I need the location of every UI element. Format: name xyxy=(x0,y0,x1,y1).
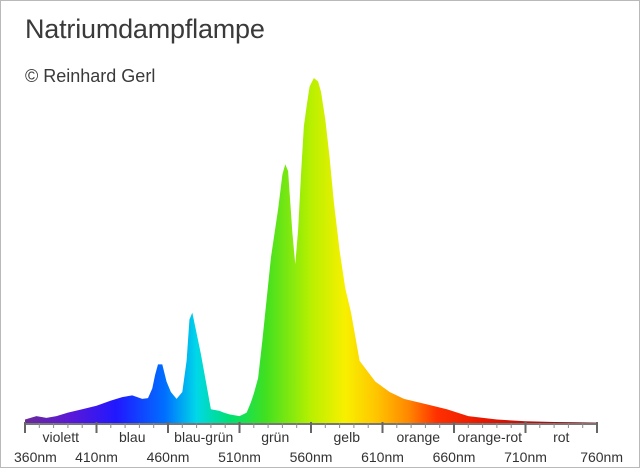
band-label: blau xyxy=(119,429,145,445)
band-label: blau-grün xyxy=(174,429,233,445)
x-tick-label: 410nm xyxy=(75,449,118,465)
chart-title: Natriumdampflampe xyxy=(25,14,265,44)
band-label: gelb xyxy=(334,429,361,445)
x-tick-label: 510nm xyxy=(218,449,261,465)
x-tick-label: 460nm xyxy=(147,449,190,465)
band-label: orange xyxy=(396,429,440,445)
x-tick-label: 360nm xyxy=(14,449,57,465)
band-label: orange-rot xyxy=(457,429,522,445)
x-tick-label: 760nm xyxy=(580,449,623,465)
band-label: rot xyxy=(553,429,569,445)
x-tick-label: 560nm xyxy=(290,449,333,465)
x-tick-label: 710nm xyxy=(504,449,547,465)
x-tick-label: 610nm xyxy=(361,449,404,465)
spectrum-area xyxy=(25,78,597,423)
band-label: grün xyxy=(261,429,289,445)
x-tick-label: 660nm xyxy=(433,449,476,465)
chart-subtitle: © Reinhard Gerl xyxy=(25,66,156,86)
band-label: violett xyxy=(42,429,79,445)
